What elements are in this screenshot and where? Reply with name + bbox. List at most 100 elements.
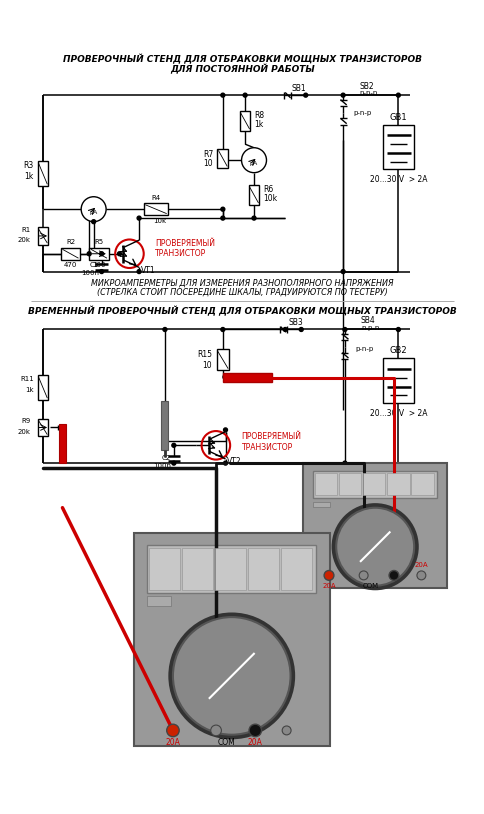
Circle shape [117,252,121,256]
Circle shape [223,428,227,432]
Text: ВРЕМЕННЫЙ ПРОВЕРОЧНЫЙ СТЕНД ДЛЯ ОТБРАКОВКИ МОЩНЫХ ТРАНЗИСТОРОВ: ВРЕМЕННЫЙ ПРОВЕРОЧНЫЙ СТЕНД ДЛЯ ОТБРАКОВ… [28,306,456,316]
Bar [143,203,168,216]
Bar [248,548,279,590]
Bar [37,227,48,245]
Circle shape [171,462,175,465]
Text: 1k: 1k [254,120,263,129]
Text: C2: C2 [162,455,171,461]
Circle shape [359,571,367,580]
Circle shape [342,462,346,465]
Text: SB3: SB3 [288,317,302,327]
Bar [382,125,413,169]
Circle shape [100,252,104,256]
Text: 20A: 20A [247,738,262,747]
Text: p-n-p: p-n-p [355,346,373,352]
Bar [239,112,250,131]
Circle shape [340,269,345,274]
Text: ПРОВЕРЯЕМЫЙ: ПРОВЕРЯЕМЫЙ [155,239,215,247]
Text: μA: μA [249,161,257,166]
Text: 20A: 20A [414,562,427,567]
Text: SB2: SB2 [359,81,373,90]
Circle shape [220,217,225,220]
Circle shape [223,462,227,465]
Circle shape [210,725,221,736]
Circle shape [242,93,246,97]
Text: 20...30 V  > 2A: 20...30 V > 2A [369,175,426,184]
Text: R4: R4 [151,195,160,200]
Circle shape [332,504,417,589]
Text: R1: R1 [21,226,30,233]
Text: 10: 10 [202,361,212,370]
Text: МИКРОАМПЕРМЕТРЫ ДЛЯ ИЗМЕРЕНИЯ РАЗНОПОЛЯРНОГО НАПРЯЖЕНИЯ: МИКРОАМПЕРМЕТРЫ ДЛЯ ИЗМЕРЕНИЯ РАЗНОПОЛЯР… [91,278,393,287]
Text: ПРОВЕРОЧНЫЙ СТЕНД ДЛЯ ОТБРАКОВКИ МОЩНЫХ ТРАНЗИСТОРОВ: ПРОВЕРОЧНЫЙ СТЕНД ДЛЯ ОТБРАКОВКИ МОЩНЫХ … [63,55,421,64]
Circle shape [340,93,345,97]
Text: 470: 470 [64,262,77,269]
Bar [161,400,168,450]
Text: 20A: 20A [165,738,180,747]
Circle shape [137,217,141,220]
Text: VT1: VT1 [140,265,155,274]
Text: R5: R5 [94,239,104,245]
Bar [313,470,437,498]
Text: μA: μA [90,210,98,215]
Circle shape [91,220,95,224]
Circle shape [303,93,307,97]
Text: 10k: 10k [262,194,276,203]
Circle shape [241,147,266,173]
Circle shape [220,93,225,97]
Text: C1: C1 [90,262,99,269]
Text: p-n-p: p-n-p [353,110,371,116]
Bar [410,473,433,496]
Text: ТРАНЗИСТОР: ТРАНЗИСТОР [241,443,292,452]
Circle shape [395,327,399,331]
Bar [363,473,385,496]
Text: n-p-n: n-p-n [359,90,377,96]
Text: 10k: 10k [152,218,166,224]
Text: COM: COM [362,583,378,589]
Circle shape [163,327,166,331]
Circle shape [342,327,346,331]
Bar [134,532,329,746]
Bar [182,548,213,590]
Circle shape [335,508,413,586]
Text: VT2: VT2 [227,457,242,466]
Circle shape [323,571,333,580]
Circle shape [388,571,398,580]
Text: 100n: 100n [153,463,171,469]
Circle shape [171,444,175,447]
Circle shape [137,269,141,274]
Circle shape [220,327,225,331]
Text: R3: R3 [24,161,34,170]
Circle shape [173,617,290,735]
Bar [314,473,336,496]
Text: R7: R7 [202,151,212,160]
Text: GB2: GB2 [389,347,407,356]
Bar [248,185,259,205]
Circle shape [282,726,290,735]
Circle shape [81,197,106,221]
Text: ТРАНЗИСТОР: ТРАНЗИСТОР [155,249,206,258]
Bar [338,473,361,496]
Bar [89,247,108,260]
Text: 1k: 1k [25,387,34,393]
Bar [386,473,409,496]
Circle shape [283,327,287,331]
Text: 1k: 1k [25,172,34,181]
Text: SB4: SB4 [360,316,375,325]
Text: 100n: 100n [81,270,99,277]
Text: 20k: 20k [17,238,30,243]
Text: R9: R9 [21,418,30,424]
Circle shape [166,724,179,737]
Circle shape [416,571,425,580]
Bar [37,375,48,400]
Circle shape [248,724,261,737]
Text: ПРОВЕРЯЕМЫЙ: ПРОВЕРЯЕМЫЙ [241,432,301,441]
Text: 20A: 20A [321,583,335,589]
Bar [147,545,316,593]
Bar [37,418,48,436]
Text: ДЛЯ ПОСТОЯННОЙ РАБОТЫ: ДЛЯ ПОСТОЯННОЙ РАБОТЫ [170,64,314,74]
Bar [215,548,246,590]
Text: COM: COM [217,738,235,747]
Text: R8: R8 [254,112,264,120]
Bar [382,358,413,403]
